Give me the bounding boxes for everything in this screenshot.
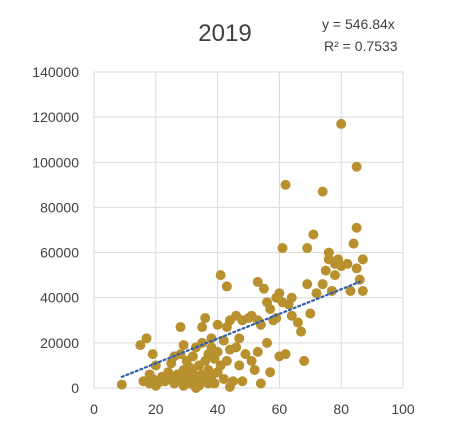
data-point-107 [330, 270, 341, 281]
data-point-39 [200, 313, 211, 324]
x-tick-label: 40 [210, 401, 226, 417]
data-point-113 [348, 238, 359, 249]
data-point-96 [302, 243, 313, 254]
y-tick-label: 60000 [40, 245, 79, 261]
data-point-111 [342, 258, 353, 269]
y-tick-label: 120000 [32, 109, 79, 125]
data-point-0 [116, 379, 127, 390]
data-point-90 [286, 310, 297, 321]
data-point-115 [351, 161, 362, 172]
data-point-118 [357, 285, 368, 296]
data-point-62 [234, 360, 245, 371]
data-point-116 [351, 263, 362, 274]
y-tick-label: 20000 [40, 335, 79, 351]
data-point-69 [249, 364, 260, 375]
data-point-92 [292, 317, 303, 328]
data-point-52 [218, 373, 229, 384]
data-point-114 [351, 222, 362, 233]
data-point-63 [234, 333, 245, 344]
data-point-73 [255, 378, 266, 389]
data-point-100 [317, 186, 328, 197]
x-tick-label: 20 [148, 401, 164, 417]
data-point-48 [212, 319, 223, 330]
data-point-29 [187, 351, 198, 362]
data-point-78 [265, 367, 276, 378]
data-point-54 [221, 355, 232, 366]
x-tick-label: 80 [333, 401, 349, 417]
data-point-91 [286, 292, 297, 303]
data-point-65 [240, 349, 251, 360]
data-point-102 [320, 265, 331, 276]
data-point-56 [221, 281, 232, 292]
data-point-2 [141, 333, 152, 344]
data-point-72 [252, 276, 263, 287]
data-point-88 [280, 349, 291, 360]
data-points [116, 118, 368, 393]
data-point-122 [203, 378, 214, 389]
x-tick-label: 60 [272, 401, 288, 417]
x-tick-label: 100 [391, 401, 415, 417]
data-point-94 [299, 355, 310, 366]
data-point-97 [305, 308, 316, 319]
trendline [120, 280, 361, 378]
data-point-99 [311, 288, 322, 299]
data-point-79 [265, 304, 276, 314]
data-point-36 [197, 322, 208, 333]
data-point-49 [212, 346, 223, 357]
y-axis-ticks: 0 20000 40000 60000 80000 100000 120000 140000 [32, 64, 79, 396]
data-point-70 [252, 346, 263, 357]
chart-title: 2019 [198, 20, 251, 47]
grid-lines [93, 71, 404, 389]
data-point-21 [175, 322, 186, 333]
trendline-path [120, 280, 361, 378]
x-tick-label: 0 [90, 401, 98, 417]
data-point-98 [308, 229, 319, 240]
data-point-119 [357, 254, 368, 265]
data-point-85 [277, 243, 288, 254]
data-point-77 [262, 337, 273, 348]
data-point-1 [135, 340, 146, 351]
data-point-23 [178, 340, 189, 351]
data-point-93 [296, 326, 307, 337]
data-point-117 [354, 274, 365, 285]
data-point-105 [326, 285, 337, 296]
trendline-equation: y = 546.84x [322, 16, 395, 32]
y-tick-label: 140000 [32, 64, 79, 80]
data-point-81 [271, 313, 282, 324]
y-tick-label: 100000 [32, 154, 79, 170]
data-point-120 [178, 380, 189, 391]
data-point-124 [237, 376, 248, 387]
x-axis-ticks: 0 20 40 60 80 100 [90, 401, 415, 417]
data-point-123 [224, 381, 235, 392]
y-tick-label: 40000 [40, 290, 79, 306]
data-point-83 [274, 288, 285, 299]
y-tick-label: 80000 [40, 199, 79, 215]
data-point-51 [215, 270, 226, 281]
y-tick-label: 0 [71, 380, 79, 396]
data-point-75 [258, 283, 269, 294]
data-point-121 [190, 383, 201, 393]
data-point-95 [302, 279, 313, 290]
data-point-68 [246, 355, 257, 366]
data-point-112 [345, 285, 356, 296]
data-point-44 [206, 333, 217, 344]
data-point-101 [317, 279, 328, 290]
data-point-60 [231, 342, 242, 353]
data-point-9 [147, 349, 158, 360]
trendline-r2: R² = 0.7533 [324, 38, 398, 54]
data-point-110 [336, 118, 347, 129]
data-point-87 [280, 179, 291, 190]
